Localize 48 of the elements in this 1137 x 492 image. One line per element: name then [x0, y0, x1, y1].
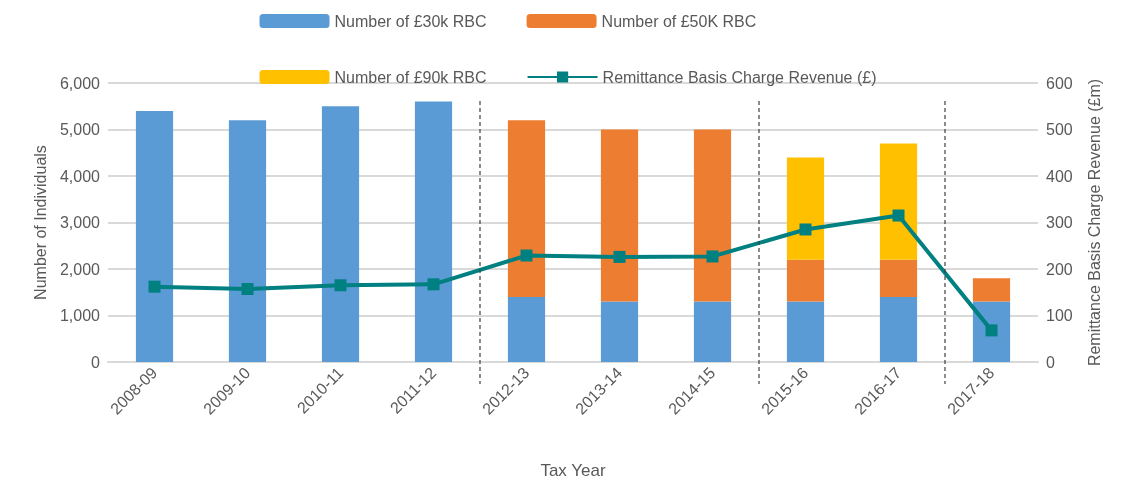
- bar: [693, 301, 732, 362]
- y2-tick-label: 600: [1046, 74, 1073, 92]
- bar: [507, 296, 546, 362]
- bar: [600, 129, 639, 302]
- y-tick-label: 6,000: [59, 74, 101, 92]
- y2-tick-label: 400: [1046, 167, 1073, 185]
- bar: [135, 110, 174, 362]
- y-tick-label: 4,000: [59, 167, 101, 185]
- bar: [414, 101, 453, 362]
- legend-label: Number of £50K RBC: [601, 12, 757, 30]
- bar: [693, 129, 732, 302]
- bar: [972, 278, 1011, 302]
- y2-tick-label: 300: [1046, 214, 1073, 231]
- y-tick-label: 2,000: [59, 260, 101, 278]
- y2-tick-label: 200: [1046, 260, 1073, 278]
- y-tick-label: 1,000: [59, 307, 101, 324]
- point: [241, 282, 254, 295]
- y-axis-title: Number of Individuals: [31, 145, 49, 300]
- bar: [879, 259, 918, 297]
- y2-tick-label: 500: [1046, 121, 1073, 138]
- bar: [879, 143, 918, 260]
- bar: [228, 120, 267, 362]
- x-axis-title: Tax Year: [540, 461, 606, 480]
- point: [334, 279, 347, 292]
- point: [706, 250, 719, 263]
- point: [520, 249, 533, 262]
- point: [799, 223, 812, 236]
- point: [985, 324, 998, 337]
- point: [148, 280, 161, 293]
- y2-tick-label: 0: [1046, 353, 1055, 371]
- y-tick-label: 3,000: [59, 214, 101, 231]
- y2-axis-title: Remittance Basis Charge Revenue (£m): [1085, 78, 1103, 367]
- bar: [786, 259, 825, 302]
- bar: [786, 157, 825, 260]
- bar: [786, 301, 825, 362]
- bar: [321, 106, 360, 362]
- bar: [507, 120, 546, 297]
- legend-label: Remittance Basis Charge Revenue (£): [602, 68, 877, 86]
- point: [427, 278, 440, 291]
- bar: [879, 296, 918, 362]
- legend-label: Number of £90k RBC: [334, 68, 487, 86]
- y-tick-label: 0: [91, 353, 101, 371]
- y-tick-label: 5,000: [59, 121, 101, 138]
- point: [613, 250, 626, 263]
- bar: [600, 301, 639, 362]
- point: [892, 209, 905, 222]
- legend-label: Number of £30k RBC: [334, 12, 487, 30]
- y2-tick-label: 100: [1046, 307, 1073, 324]
